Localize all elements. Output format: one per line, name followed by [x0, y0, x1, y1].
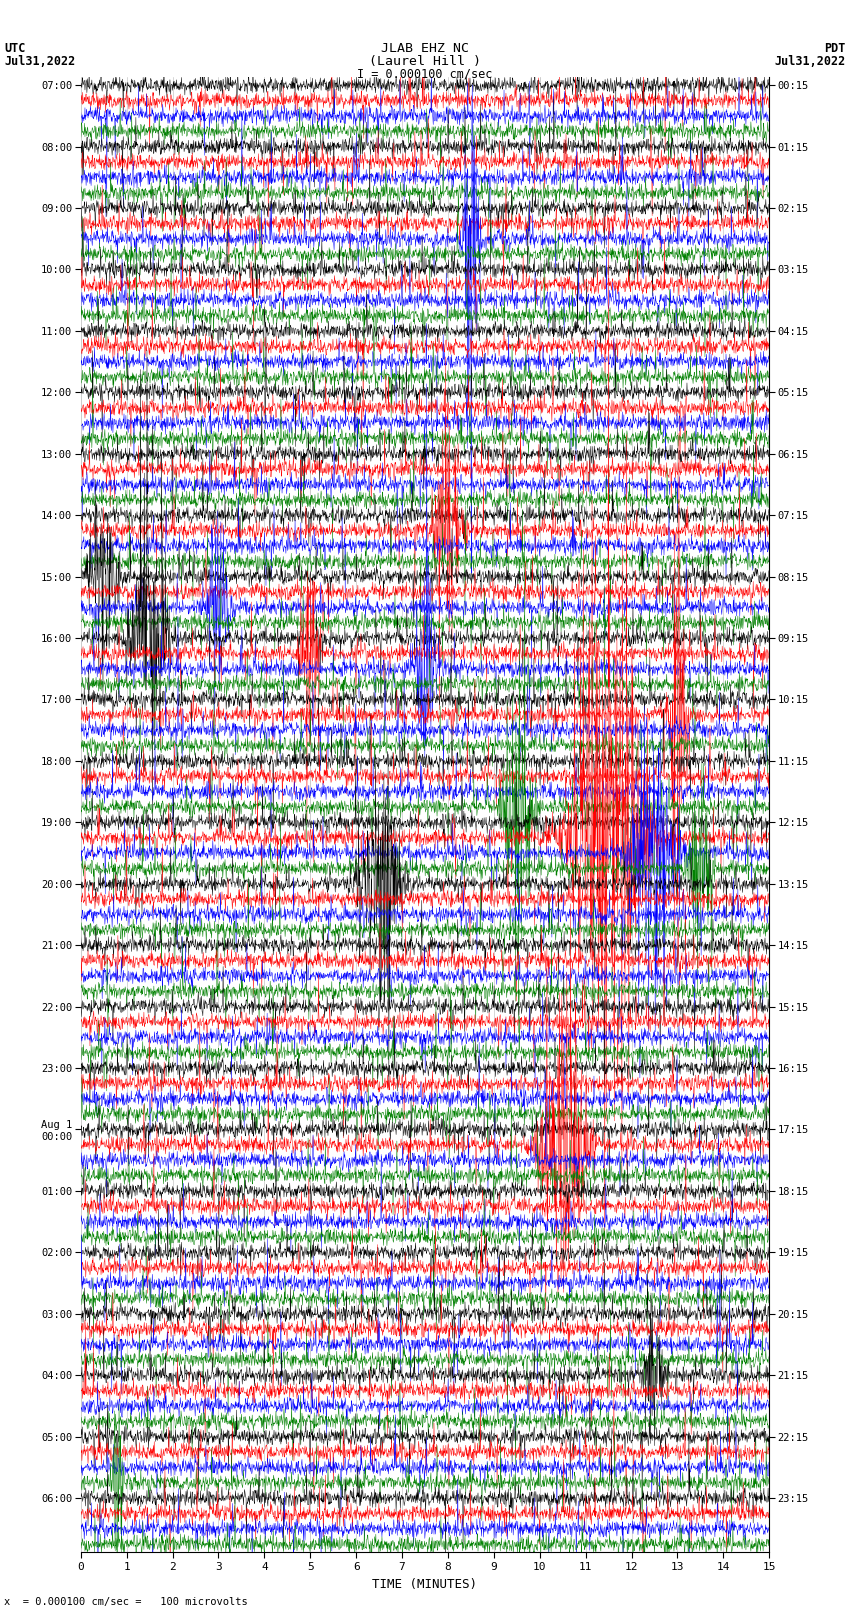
Text: (Laurel Hill ): (Laurel Hill ) [369, 55, 481, 68]
Text: UTC: UTC [4, 42, 26, 55]
Text: PDT: PDT [824, 42, 846, 55]
Text: JLAB EHZ NC: JLAB EHZ NC [381, 42, 469, 55]
X-axis label: TIME (MINUTES): TIME (MINUTES) [372, 1578, 478, 1590]
Text: Jul31,2022: Jul31,2022 [774, 55, 846, 68]
Text: x  = 0.000100 cm/sec =   100 microvolts: x = 0.000100 cm/sec = 100 microvolts [4, 1597, 248, 1607]
Text: I = 0.000100 cm/sec: I = 0.000100 cm/sec [357, 68, 493, 81]
Text: Jul31,2022: Jul31,2022 [4, 55, 76, 68]
